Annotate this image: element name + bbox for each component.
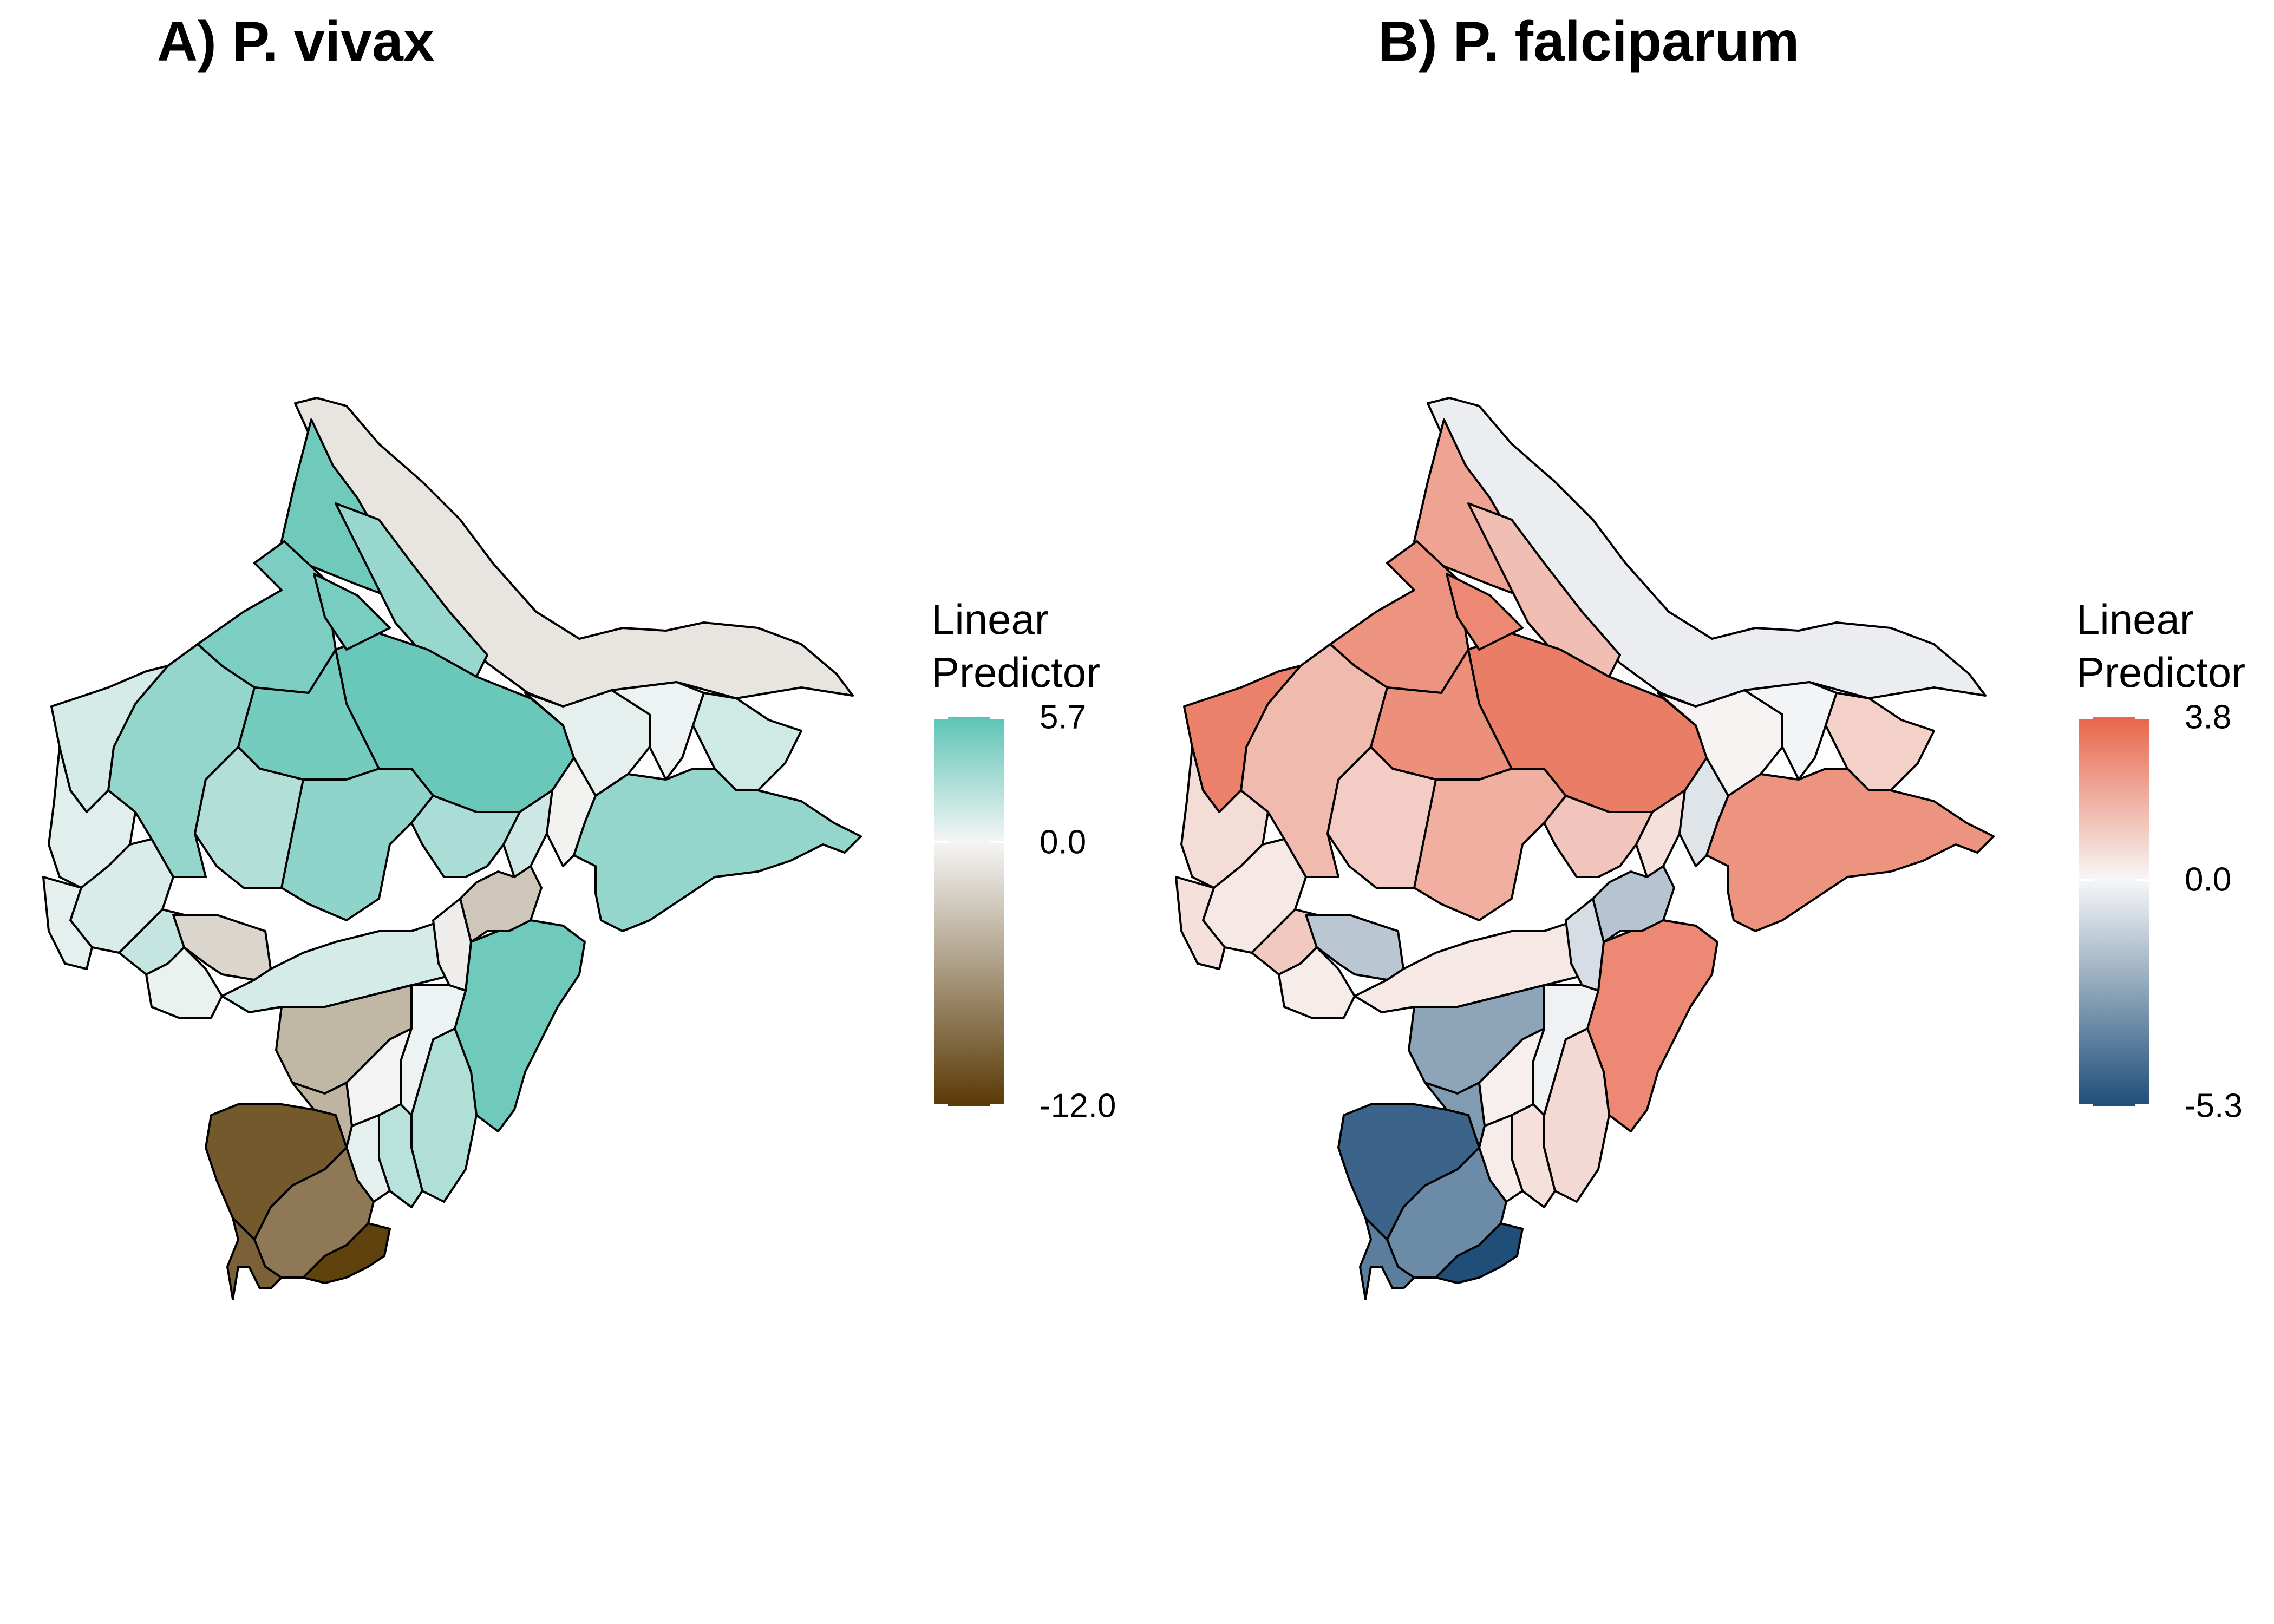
- district-mid-strip: [459, 865, 543, 943]
- panel-title: B) P. falciparum: [1378, 10, 1800, 73]
- color-legend: Linear Predictor 5.7 0.0 -12.0: [931, 593, 1116, 1125]
- legend-gradient: [2079, 717, 2149, 1106]
- legend-tick: [2135, 717, 2149, 719]
- legend-colorbar: [2079, 717, 2149, 1106]
- district-east-strip: [1706, 768, 1995, 932]
- legend-title-line1: Linear: [931, 595, 1049, 643]
- district-north-b: [335, 502, 488, 678]
- legend-title: Linear Predictor: [931, 593, 1100, 699]
- district-east-2: [611, 681, 705, 781]
- legend-tick: [2079, 878, 2093, 881]
- panel-p-falciparum: B) P. falciparum Linear Predictor 3.8 0.…: [1137, 0, 2274, 1624]
- district-s-5: [410, 1027, 478, 1203]
- district-central-7: [1413, 768, 1567, 921]
- district-central-4: [1446, 573, 1524, 651]
- legend-max-label: 3.8: [2185, 698, 2232, 736]
- legend-tick: [990, 717, 1004, 719]
- legend-title-line2: Predictor: [2076, 649, 2246, 696]
- district-north-b: [1467, 502, 1621, 678]
- legend-mid-label: 0.0: [2185, 861, 2232, 899]
- district-mid-strip: [1592, 865, 1675, 943]
- district-s-5: [1543, 1027, 1610, 1203]
- legend-tick: [2135, 1104, 2149, 1106]
- district-east-1: [524, 689, 651, 797]
- district-ss-3: [1435, 1222, 1524, 1284]
- district-central-7: [280, 768, 434, 921]
- legend-tick: [934, 841, 948, 844]
- legend-title-line1: Linear: [2076, 595, 2194, 643]
- district-east-strip: [573, 768, 862, 932]
- panel-p-vivax: A) P. vivax Linear Predictor 5.7 0.0 -12…: [42, 10, 1116, 1300]
- district-east-2: [1743, 681, 1838, 781]
- district-east-4: [1825, 692, 1935, 791]
- district-central-4: [313, 573, 391, 651]
- legend-title-line2: Predictor: [931, 649, 1101, 696]
- district-ss-4: [1359, 1217, 1415, 1300]
- color-legend: Linear Predictor 3.8 0.0 -5.3: [2076, 593, 2245, 1125]
- district-west-4: [1175, 876, 1226, 970]
- legend-colorbar: [934, 717, 1004, 1106]
- district-central-8: [410, 795, 521, 878]
- district-ss-2: [253, 1147, 375, 1279]
- legend-min-label: -5.3: [2185, 1087, 2243, 1125]
- district-ss-3: [302, 1222, 391, 1284]
- legend-tick: [990, 1104, 1004, 1106]
- district-ss-2: [1386, 1147, 1507, 1279]
- panel-title: A) P. vivax: [157, 10, 435, 73]
- district-map: [42, 397, 862, 1300]
- district-east-1: [1657, 689, 1783, 797]
- legend-max-label: 5.7: [1040, 698, 1087, 736]
- district-ss-4: [226, 1217, 283, 1300]
- legend-tick: [2135, 878, 2149, 881]
- legend-gradient: [934, 717, 1004, 1106]
- district-map: [1175, 397, 1995, 1300]
- legend-min-label: -12.0: [1040, 1087, 1116, 1125]
- district-west-4: [42, 876, 93, 970]
- legend-tick: [2079, 1104, 2093, 1106]
- legend-tick: [934, 717, 948, 719]
- legend-tick: [934, 1104, 948, 1106]
- legend-title: Linear Predictor: [2076, 593, 2245, 699]
- district-east-4: [692, 692, 802, 791]
- legend-tick: [990, 841, 1004, 844]
- legend-mid-label: 0.0: [1040, 823, 1087, 861]
- district-central-8: [1543, 795, 1654, 878]
- legend-tick: [2079, 717, 2093, 719]
